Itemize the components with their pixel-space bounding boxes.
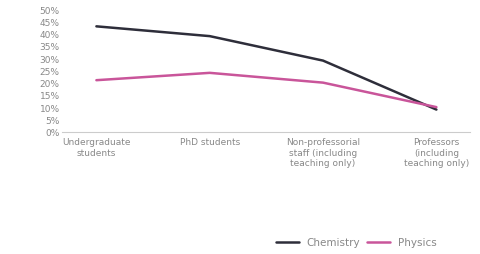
Physics — [94, 79, 99, 82]
Physics — [433, 106, 439, 109]
Physics — [320, 82, 326, 85]
Chemistry — [320, 60, 326, 63]
Chemistry — [94, 26, 99, 29]
Chemistry — [207, 36, 213, 39]
Line: Chemistry: Chemistry — [96, 27, 436, 110]
Physics — [207, 72, 213, 75]
Line: Physics: Physics — [96, 74, 436, 108]
Chemistry — [433, 109, 439, 112]
Legend: Chemistry, Physics: Chemistry, Physics — [276, 237, 437, 247]
